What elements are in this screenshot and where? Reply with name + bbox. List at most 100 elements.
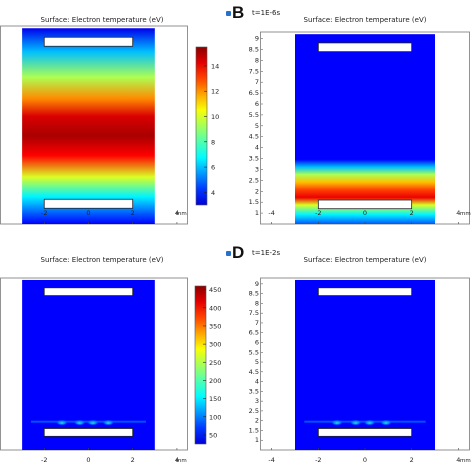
y-tick-label: 2 bbox=[255, 187, 259, 195]
colorbar-tick-label: 8 bbox=[211, 138, 215, 146]
y-tick-label: 8 bbox=[255, 56, 259, 64]
x-tick-label: -4 bbox=[268, 456, 274, 464]
colorbar-tick-label: 14 bbox=[211, 62, 219, 70]
time-label: t=1E-2s bbox=[252, 249, 280, 257]
y-tick-label: 8 bbox=[255, 299, 259, 307]
y-tick-label: 1.5 bbox=[249, 426, 259, 434]
colorbar-scale bbox=[195, 46, 208, 206]
y-tick-label: 9 bbox=[255, 280, 259, 288]
temperature-field bbox=[22, 28, 155, 224]
y-tick-label: 4.5 bbox=[249, 133, 259, 141]
colorbar-tick-label: 12 bbox=[211, 88, 219, 96]
y-tick-label: 7.5 bbox=[249, 309, 259, 317]
colorbar-tick-label: 150 bbox=[209, 395, 221, 403]
y-tick-label: 5.5 bbox=[249, 348, 259, 356]
x-tick-label: 2 bbox=[410, 209, 414, 217]
y-tick-label: 3.5 bbox=[249, 387, 259, 395]
panel-c: Surface: Electron temperature (eV) -2 0 2 4m… bbox=[0, 256, 221, 464]
y-tick-label: 2 bbox=[255, 417, 259, 425]
y-tick-label: 5.5 bbox=[249, 111, 259, 119]
electrode bbox=[43, 428, 134, 437]
x-tick-label: 2 bbox=[410, 456, 414, 464]
app-logo-icon bbox=[226, 251, 231, 256]
y-tick-label: 2.5 bbox=[249, 407, 259, 415]
electrode bbox=[317, 287, 413, 296]
y-tick-label: 1 bbox=[255, 436, 259, 444]
x-tick-label: 0 bbox=[86, 456, 90, 464]
y-tick-label: 5 bbox=[255, 358, 259, 366]
y-tick-label: 4.5 bbox=[249, 368, 259, 376]
y-tick-label: 9 bbox=[255, 35, 259, 43]
x-unit-label: mm bbox=[176, 211, 187, 217]
x-tick-label: -2 bbox=[41, 209, 47, 217]
x-tick-label: 4 bbox=[456, 456, 460, 464]
y-tick-label: 1 bbox=[255, 209, 259, 217]
x-tick-label: 4 bbox=[175, 456, 179, 464]
chart-title: Surface: Electron temperature (eV) bbox=[41, 16, 164, 24]
x-tick-label: 0 bbox=[363, 456, 367, 464]
y-tick-label: 6.5 bbox=[249, 329, 259, 337]
y-tick-label: 8.5 bbox=[249, 45, 259, 53]
y-tick-label: 5 bbox=[255, 122, 259, 130]
y-tick-label: 3 bbox=[255, 165, 259, 173]
colorbar-tick-label: 50 bbox=[209, 431, 217, 439]
y-tick-label: 6 bbox=[255, 100, 259, 108]
colorbar-tick-label: 6 bbox=[211, 164, 215, 172]
electrode bbox=[43, 36, 134, 47]
panel-label: B bbox=[232, 3, 244, 22]
electrode bbox=[317, 42, 413, 53]
colorbar-tick-label: 4 bbox=[211, 189, 215, 197]
x-tick-label: -2 bbox=[315, 209, 321, 217]
y-tick-label: 6.5 bbox=[249, 89, 259, 97]
x-tick-label: 4 bbox=[175, 209, 179, 217]
electrode bbox=[317, 428, 413, 437]
colorbar-tick-label: 250 bbox=[209, 359, 221, 367]
colorbar-tick-label: 350 bbox=[209, 322, 221, 330]
y-tick-label: 3.5 bbox=[249, 155, 259, 163]
x-tick-label: -4 bbox=[268, 209, 274, 217]
time-label: t=1E-6s bbox=[252, 9, 280, 17]
x-tick-label: -2 bbox=[41, 456, 47, 464]
colorbar-tick-label: 400 bbox=[209, 304, 221, 312]
y-tick-label: 8.5 bbox=[249, 290, 259, 298]
electrode bbox=[43, 287, 134, 296]
y-tick-label: 2.5 bbox=[249, 176, 259, 184]
electrode bbox=[317, 199, 413, 210]
colorbar-tick-label: 450 bbox=[209, 286, 221, 294]
y-tick-label: 1.5 bbox=[249, 198, 259, 206]
sheath-layer bbox=[304, 420, 426, 423]
panel-label: D bbox=[232, 243, 244, 262]
x-tick-label: 4 bbox=[456, 209, 460, 217]
sheath-layer bbox=[30, 420, 146, 423]
colorbar-tick-label: 300 bbox=[209, 341, 221, 349]
temperature-field bbox=[295, 34, 435, 224]
y-tick-label: 4 bbox=[255, 378, 259, 386]
y-tick-label: 4 bbox=[255, 144, 259, 152]
panel-a: Surface: Electron temperature (eV)-2 0 2 4m… bbox=[0, 16, 219, 225]
chart-title: Surface: Electron temperature (eV) bbox=[304, 16, 427, 24]
electrode bbox=[43, 198, 134, 209]
colorbar: 50 100 150 200 250 300 350 400 450 bbox=[194, 285, 221, 445]
chart-title: Surface: Electron temperature (eV) bbox=[304, 256, 427, 264]
y-tick-label: 7 bbox=[255, 78, 259, 86]
chart-title: Surface: Electron temperature (eV) bbox=[41, 256, 164, 264]
x-tick-label: 0 bbox=[86, 209, 90, 217]
colorbar-tick-label: 10 bbox=[211, 113, 219, 121]
colorbar: 4 6 8 10 12 14 bbox=[195, 46, 219, 206]
colorbar-tick-label: 200 bbox=[209, 377, 221, 385]
y-tick-label: 3 bbox=[255, 397, 259, 405]
x-unit-label: mm bbox=[460, 211, 471, 217]
x-tick-label: -2 bbox=[315, 456, 321, 464]
x-unit-label: mm bbox=[460, 458, 471, 464]
colorbar-tick-label: 100 bbox=[209, 413, 221, 421]
y-tick-label: 7.5 bbox=[249, 67, 259, 75]
x-tick-label: 0 bbox=[363, 209, 367, 217]
y-tick-label: 6 bbox=[255, 339, 259, 347]
x-tick-label: 2 bbox=[131, 209, 135, 217]
app-logo-icon bbox=[226, 11, 231, 16]
x-unit-label: mm bbox=[176, 458, 187, 464]
colorbar-scale bbox=[194, 285, 207, 445]
